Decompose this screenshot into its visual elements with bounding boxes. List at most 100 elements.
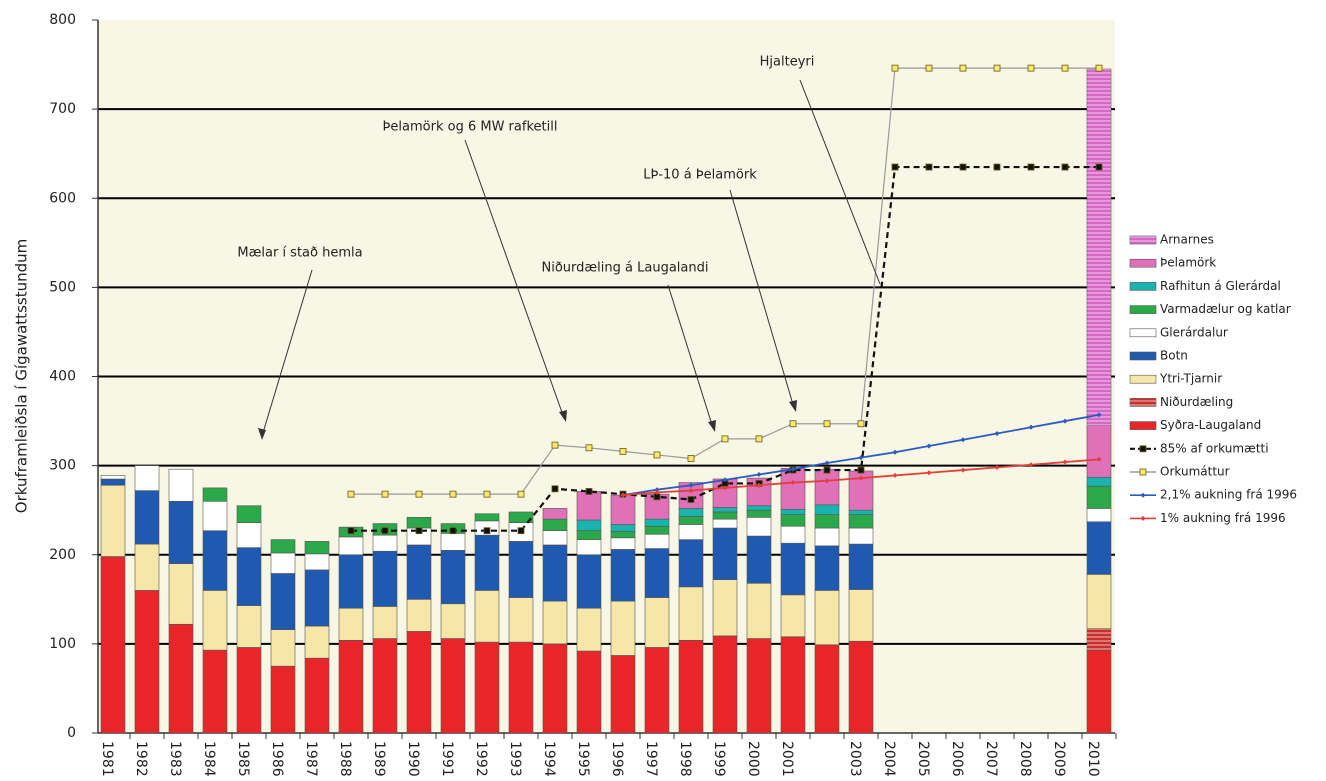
bar-segment (644, 518, 670, 527)
x-tick-label: 2006 (949, 741, 965, 777)
bar-segment (780, 514, 806, 527)
bar-segment (576, 491, 602, 521)
marker (722, 485, 728, 491)
marker (347, 490, 355, 498)
legend-label: Niðurdæling (1160, 395, 1233, 409)
x-tick-label: 1987 (303, 741, 319, 777)
bar-segment (848, 527, 874, 545)
x-tick-label: 2010 (1085, 741, 1101, 777)
bar-segment (508, 541, 534, 598)
legend-label: 1% aukning frá 1996 (1160, 511, 1286, 525)
bar-segment (542, 530, 568, 546)
x-tick-label: 1993 (507, 741, 523, 777)
legend-label: Ytri-Tjarnir (1159, 372, 1222, 386)
marker (1028, 424, 1034, 430)
marker (1095, 64, 1103, 72)
bar-segment (100, 478, 126, 486)
legend-hatch (1130, 236, 1156, 244)
bar-segment (848, 589, 874, 642)
bar-segment (576, 650, 602, 734)
legend-label: 2,1% aukning frá 1996 (1160, 488, 1297, 502)
x-tick-label: 1989 (371, 741, 387, 777)
bar-segment (780, 636, 806, 734)
x-tick-label: 2004 (881, 741, 897, 777)
bar-segment (644, 597, 670, 648)
bar-segment (236, 505, 262, 523)
x-tick-label: 1983 (167, 741, 183, 777)
bar-segment (712, 518, 738, 529)
legend-label: Glerárdalur (1160, 325, 1228, 339)
bar-segment (168, 623, 194, 734)
marker (687, 496, 695, 503)
marker (1028, 462, 1034, 468)
marker (960, 467, 966, 473)
y-tick-label: 700 (49, 101, 76, 117)
marker (891, 64, 899, 72)
x-tick-label: 1992 (473, 741, 489, 777)
y-tick-label: 0 (67, 725, 76, 741)
marker (959, 64, 967, 72)
bar-segment (678, 539, 704, 588)
bar-segment (270, 629, 296, 667)
marker (1096, 456, 1102, 462)
bar-segment (1086, 508, 1112, 523)
bar-segment (270, 552, 296, 574)
bar-segment (134, 543, 160, 591)
annotation: Mælar í stað hemla (237, 246, 362, 261)
bar-segment (610, 655, 636, 734)
bar-segment (440, 638, 466, 734)
marker (721, 435, 729, 443)
x-tick-label: 1988 (337, 741, 353, 777)
bar-segment (474, 534, 500, 591)
marker (585, 488, 593, 495)
bar-segment (610, 494, 636, 525)
marker (926, 470, 932, 476)
legend-label: Syðra-Laugaland (1160, 418, 1261, 432)
bar-segment (576, 607, 602, 652)
bar-segment (848, 514, 874, 529)
marker (1027, 163, 1035, 171)
bar-segment (712, 511, 738, 520)
y-tick-label: 800 (49, 12, 76, 28)
y-axis-label: Orkuframleiðsla í Gígawattsstundum (13, 239, 31, 513)
bar-segment (814, 514, 840, 529)
bar-segment (576, 519, 602, 531)
legend-label: Orkumáttur (1160, 465, 1230, 479)
bar-segment (474, 641, 500, 734)
bar-segment (100, 484, 126, 557)
bar-segment (746, 582, 772, 639)
x-tick-label: 1995 (575, 741, 591, 777)
marker (449, 527, 457, 535)
marker (653, 451, 661, 459)
marker (688, 488, 694, 494)
bar-segment (134, 490, 160, 545)
x-tick-label: 1991 (439, 741, 455, 777)
marker (1096, 412, 1102, 418)
bar-segment (236, 647, 262, 734)
y-tick-label: 500 (49, 279, 76, 295)
bar-segment (746, 638, 772, 734)
legend-swatch (1129, 305, 1157, 314)
bar-segment (848, 543, 874, 590)
bar-segment (372, 638, 398, 734)
annotation: Hjalteyri (760, 55, 815, 70)
bar-segment (440, 603, 466, 639)
marker (925, 163, 933, 171)
x-tick-label: 2003 (847, 741, 863, 777)
marker (620, 492, 626, 498)
bar-segment (508, 597, 534, 643)
legend-swatch (1129, 374, 1157, 384)
marker (959, 163, 967, 171)
bar-segment (1086, 649, 1112, 734)
bar-segment (304, 625, 330, 659)
bar-segment (168, 468, 194, 502)
marker (687, 455, 695, 462)
marker (926, 443, 932, 449)
marker (1062, 418, 1068, 424)
marker (994, 431, 1000, 437)
bar-segment (542, 643, 568, 734)
bar-segment (304, 541, 330, 555)
bar-hatch (1087, 69, 1111, 426)
marker (654, 487, 660, 493)
